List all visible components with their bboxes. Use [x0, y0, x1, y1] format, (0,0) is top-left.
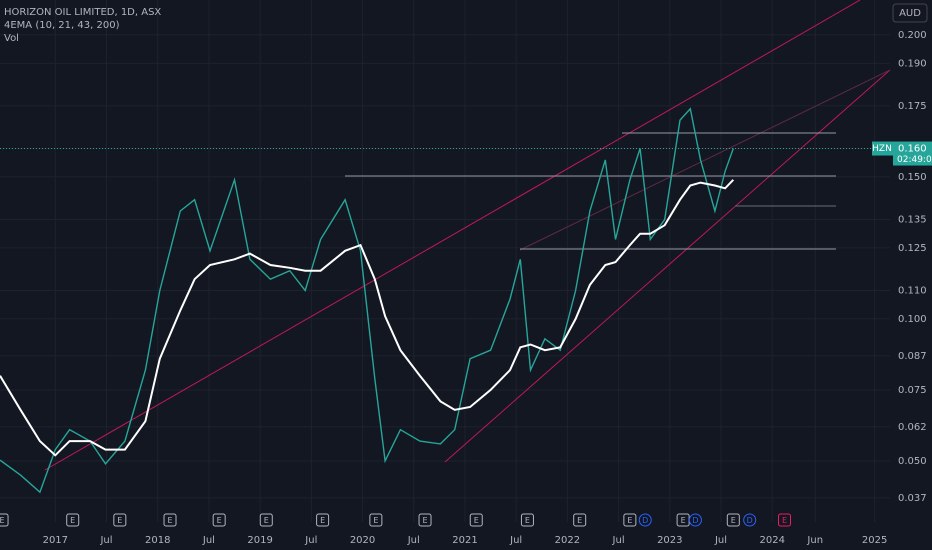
y-tick-label: 0.125 [898, 243, 927, 254]
x-tick-label: 2020 [350, 535, 375, 546]
earnings-marker [520, 513, 534, 527]
event-label: E [320, 516, 325, 525]
earnings-marker [113, 513, 127, 527]
trend-line [519, 69, 891, 251]
y-tick-label: 0.175 [898, 101, 927, 112]
y-tick-label: 0.190 [898, 58, 927, 69]
indicator-label: 4EMA (10, 21, 43, 200) [4, 20, 120, 31]
x-tick-label: Jul [612, 535, 625, 546]
x-tick-label: 2022 [555, 535, 580, 546]
y-tick-label: 0.110 [898, 286, 927, 297]
earnings-marker [212, 513, 226, 527]
y-tick-label: 0.075 [898, 385, 927, 396]
y-tick-label: 0.062 [898, 422, 927, 433]
symbol-tag-box [872, 141, 893, 156]
event-label: E [681, 516, 686, 525]
trend-line [44, 0, 861, 471]
y-tick-label: 0.087 [898, 351, 927, 362]
currency-box[interactable] [892, 3, 928, 23]
event-label: E [373, 516, 378, 525]
price-line [0, 107, 734, 494]
event-label: E [117, 516, 122, 525]
currency[interactable]: AUD [899, 8, 921, 19]
event-label: E [577, 516, 582, 525]
x-tick-label: 2018 [145, 535, 170, 546]
y-tick-label: 0.150 [898, 172, 927, 183]
x-tick-label: 2023 [657, 535, 682, 546]
earnings-marker [259, 513, 273, 527]
dividend-marker [743, 513, 757, 527]
earnings-marker [66, 513, 80, 527]
x-tick-label: 2017 [43, 535, 68, 546]
symbol-tag: HZN [872, 144, 892, 154]
event-label: E [167, 516, 172, 525]
event-label: E [422, 516, 427, 525]
event-label: E [525, 516, 530, 525]
event-label: E [627, 516, 632, 525]
earnings-marker [316, 513, 330, 527]
dividend-marker [688, 513, 702, 527]
event-label: E [70, 516, 75, 525]
x-tick-label: 2019 [247, 535, 272, 546]
x-tick-label: Jul [407, 535, 420, 546]
y-tick-label: 0.135 [898, 215, 927, 226]
event-label: D [747, 516, 753, 525]
x-tick-label: Jul [99, 535, 112, 546]
earnings-marker [369, 513, 383, 527]
event-label: D [642, 516, 648, 525]
countdown: 02:49:07 [897, 155, 932, 165]
event-label: D [692, 516, 698, 525]
y-tick-label: 0.037 [898, 493, 927, 504]
x-tick-label: Jul [304, 535, 317, 546]
chart-title: HORIZON OIL LIMITED, 1D, ASX [4, 7, 161, 18]
x-tick-label: 2021 [452, 535, 477, 546]
y-tick-label: 0.100 [898, 314, 927, 325]
earnings-marker [469, 513, 483, 527]
earnings-marker [163, 513, 177, 527]
x-tick-label: Jul [509, 535, 522, 546]
x-tick-label: Jun [806, 535, 823, 546]
earnings-marker [623, 513, 637, 527]
volume-label: Vol [4, 33, 19, 44]
x-tick-label: Jul [714, 535, 727, 546]
trend-line [444, 69, 891, 463]
price-tag-box [893, 141, 932, 166]
earnings-marker [0, 513, 9, 527]
x-tick-label: Jul [202, 535, 215, 546]
price-line [0, 179, 735, 457]
event-label: E [782, 516, 787, 525]
event-label: E [0, 516, 5, 525]
earnings-marker [573, 513, 587, 527]
earnings-marker [726, 513, 740, 527]
drawings [44, 0, 891, 471]
last-price: 0.160 [898, 144, 927, 155]
dividend-marker [638, 513, 652, 527]
earnings-marker [778, 513, 792, 527]
event-label: E [217, 516, 222, 525]
event-label: E [731, 516, 736, 525]
grid [0, 0, 890, 522]
y-tick-label: 0.200 [898, 30, 927, 41]
x-tick-label: 2024 [759, 535, 784, 546]
event-label: E [264, 516, 269, 525]
x-tick-label: 2025 [862, 535, 887, 546]
y-tick-label: 0.050 [898, 456, 927, 467]
earnings-marker [418, 513, 432, 527]
event-label: E [474, 516, 479, 525]
